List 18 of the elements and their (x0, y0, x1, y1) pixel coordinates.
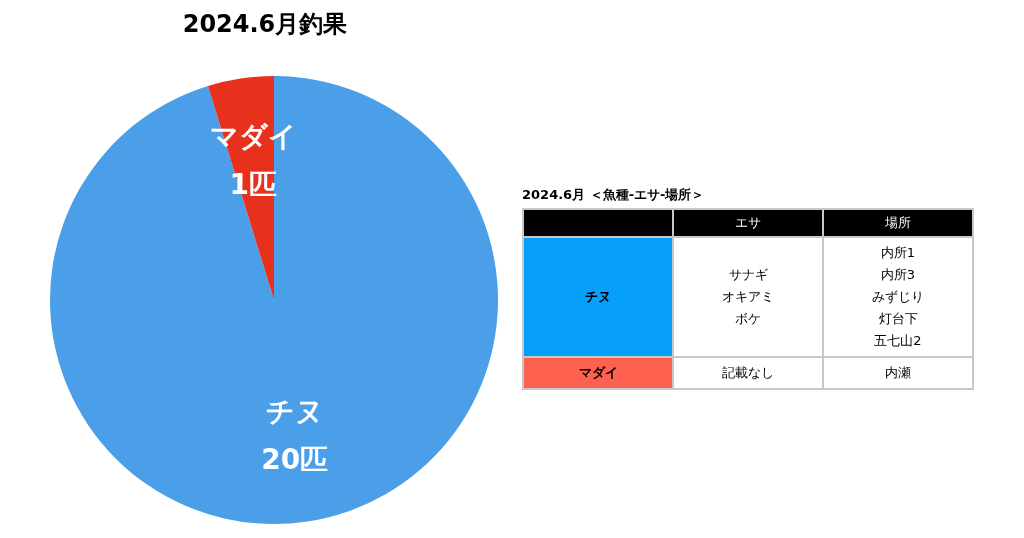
text: サナギ (728, 267, 768, 282)
text: 2024.6月 ＜魚種-エサ-場所＞ (522, 186, 706, 204)
category-label: 場所 (823, 209, 973, 237)
text: 五七山2 (874, 333, 922, 348)
data-label: 20匹 (261, 442, 329, 476)
text: 内瀬 (885, 365, 911, 380)
text: オキアミ (722, 289, 774, 304)
text: 記載なし (722, 365, 774, 380)
chart-title: 2024.6月釣果 (181, 9, 349, 40)
text: ボケ (735, 311, 761, 326)
slice-label: チヌ (265, 394, 324, 428)
category-label: エサ (673, 209, 823, 237)
text: 内所1 (880, 245, 916, 260)
text: 灯台下 (878, 311, 918, 326)
text: みずじり (872, 289, 924, 304)
category-label: チヌ (585, 289, 611, 304)
text: 内所3 (880, 267, 916, 282)
category-label: マダイ (578, 365, 618, 380)
